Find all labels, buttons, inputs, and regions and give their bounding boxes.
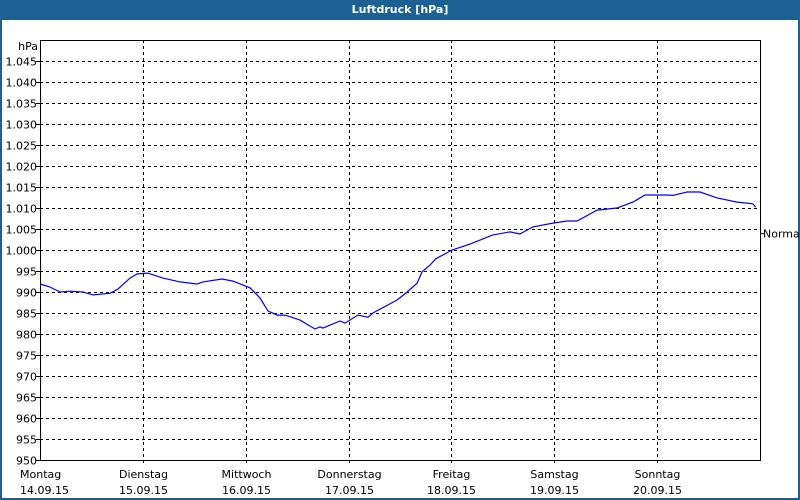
y-tick-label: 965: [16, 392, 37, 405]
plot-frame: [40, 40, 761, 461]
y-axis-unit: hPa: [18, 40, 38, 53]
pressure-line: [39, 191, 757, 330]
y-tick-label: 975: [16, 350, 37, 363]
x-tick-day-label: Montag: [20, 468, 61, 481]
y-tick-label: 980: [16, 329, 37, 342]
y-tick-label: 1.040: [6, 77, 38, 90]
y-tick-label: 995: [16, 266, 37, 279]
x-tick-date-label: 16.09.15: [222, 484, 271, 497]
y-tick-label: 960: [16, 413, 37, 426]
y-tick-label: 1.010: [6, 203, 38, 216]
x-tick-day-label: Donnerstag: [317, 468, 381, 481]
x-tick-day-label: Mittwoch: [222, 468, 272, 481]
x-tick-date-label: 15.09.15: [119, 484, 168, 497]
y-tick-label: 1.045: [6, 56, 38, 69]
y-tick-label: 1.020: [6, 161, 38, 174]
y-tick-label: 950: [16, 455, 37, 468]
title-bar: Luftdruck [hPa]: [0, 0, 800, 20]
y-tick-label: 1.005: [6, 224, 38, 237]
x-tick-day-label: Dienstag: [119, 468, 168, 481]
y-tick-label: 1.025: [6, 140, 38, 153]
y-tick-label: 970: [16, 371, 37, 384]
y-tick-label: 985: [16, 308, 37, 321]
y-tick-label: 1.015: [6, 182, 38, 195]
x-tick-date-label: 18.09.15: [427, 484, 476, 497]
x-tick-day-label: Samstag: [530, 468, 578, 481]
y-tick-label: 990: [16, 287, 37, 300]
x-tick-day-label: Sonntag: [635, 468, 681, 481]
x-tick-date-label: 20.09.15: [633, 484, 682, 497]
y-tick-label: 1.030: [6, 119, 38, 132]
x-tick-date-label: 14.09.15: [20, 484, 69, 497]
x-tick-day-label: Freitag: [433, 468, 471, 481]
y-tick-label: 1.000: [6, 245, 38, 258]
y-tick-label: 1.035: [6, 98, 38, 111]
normal-label: Normal: [763, 228, 800, 241]
x-tick-date-label: 19.09.15: [530, 484, 579, 497]
y-tick-label: 955: [16, 434, 37, 447]
x-tick-date-label: 17.09.15: [325, 484, 374, 497]
